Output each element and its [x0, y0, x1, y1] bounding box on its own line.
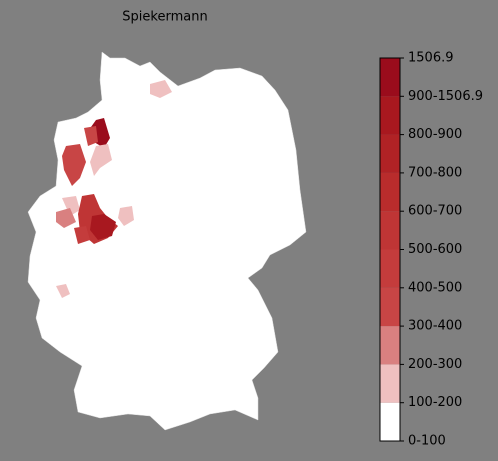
colorbar-segment	[380, 287, 400, 327]
region	[150, 80, 172, 98]
region	[56, 208, 76, 228]
colorbar-segment	[380, 96, 400, 135]
colorbar-segment	[380, 58, 400, 97]
region	[62, 196, 80, 216]
colorbar-label: 500-600	[408, 242, 462, 257]
colorbar-label: 100-200	[408, 395, 462, 410]
map	[27, 51, 307, 431]
colorbar-segment	[380, 364, 400, 403]
map-title: Spiekermann	[122, 10, 207, 25]
colorbar-segment	[380, 172, 400, 212]
region	[84, 126, 98, 146]
region	[74, 226, 90, 244]
colorbar-label: 900-1506.9	[408, 89, 483, 104]
colorbar-label: 600-700	[408, 204, 462, 219]
region	[62, 144, 86, 186]
region	[90, 214, 116, 240]
colorbar-segment	[380, 249, 400, 288]
colorbar-label: 400-500	[408, 280, 462, 295]
colorbar-label: 800-900	[408, 127, 462, 142]
colorbar-segment	[380, 326, 400, 365]
colorbar: 0-100 100-200 200-300 300-400 400-500 500-600…	[379, 51, 483, 449]
colorbar-segment	[380, 211, 400, 250]
colorbar-segment	[380, 134, 400, 173]
region	[86, 118, 110, 148]
colorbar-label: 300-400	[408, 319, 462, 334]
colorbar-label: 0-100	[408, 434, 446, 449]
region	[118, 206, 134, 226]
colorbar-segment	[380, 402, 400, 441]
region	[90, 144, 112, 176]
colorbar-label: 700-800	[408, 165, 462, 180]
colorbar-label: 200-300	[408, 357, 462, 372]
region	[56, 284, 70, 298]
colorbar-label: 1506.9	[408, 51, 454, 66]
